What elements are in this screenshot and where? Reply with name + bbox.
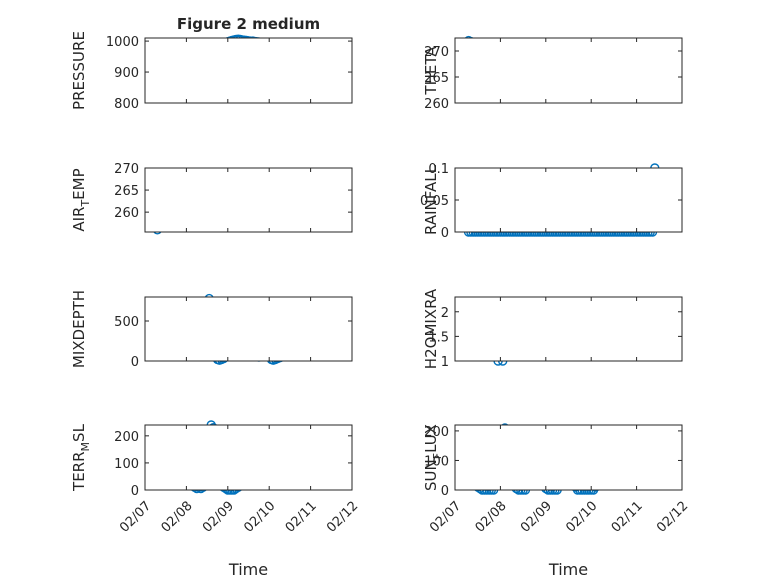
y-axis-label: SUNFLUX [422,424,444,491]
y-tick-label: 100 [114,457,139,472]
y-tick-label: 2 [441,306,449,321]
y-axis-label: RAINFALL [422,164,440,235]
y-tick-label: 200 [424,425,449,440]
y-axis-label-tail: SL [70,423,88,442]
y-axis-label-tail: LUX [422,424,440,453]
y-tick-label: 1000 [106,35,139,50]
y-tick-label: 0.05 [420,194,449,209]
y-tick-label: 265 [114,184,139,199]
y-tick-label: 100 [424,454,449,469]
chart-title: Figure 2 medium [177,15,320,33]
axes-frame [144,296,353,362]
x-tick-label: 02/07 [427,499,464,536]
x-tick-label: 02/09 [200,499,237,536]
x-tick-label: 02/10 [563,499,600,536]
y-axis-label-main: RAINFALL [422,164,440,235]
y-tick-label: 1 [441,355,449,370]
y-tick-label: 270 [424,45,449,60]
y-tick-label: 800 [114,97,139,112]
y-axis-label: PRESSURE [70,31,88,110]
y-tick-label: 265 [424,71,449,86]
x-tick-label: 02/10 [241,499,278,536]
y-tick-label: 0 [441,484,449,499]
panel-pressure: 800 900 1000 PRESSURE Figure 2 medium [70,15,353,112]
axes-frame [454,167,683,233]
axes-frame [454,424,683,491]
y-axis-label-subscript: T [79,200,92,208]
y-axis-label-main: TERR [70,451,88,492]
y-tick-label: 0 [131,484,139,499]
y-tick-label: 0.1 [428,162,449,177]
axes-frame [144,167,353,233]
y-tick-label: 0 [441,226,449,241]
y-tick-label: 260 [114,206,139,221]
x-tick-label: 02/08 [159,499,196,536]
y-tick-label: 200 [114,430,139,445]
y-axis-label-tail: EMP [70,168,88,199]
x-tick-label: 02/12 [654,499,691,536]
x-tick-label: 02/12 [324,499,361,536]
y-axis-label-subscript: F [431,453,444,459]
x-tick-label: 02/09 [518,499,555,536]
panel-terr_msl: 0 100 200 02/07 02/08 02/09 02/10 02/11 02/12 TER… [70,420,361,579]
y-axis-label: AIRTEMP [70,168,92,231]
x-axis-label: Time [228,560,268,579]
x-tick-label: 02/08 [473,499,510,536]
axes-frame [144,424,353,491]
y-tick-label: 260 [424,97,449,112]
y-axis-label-main: SUN [422,459,440,491]
panel-sun_flux: 0 100 200 02/07 02/08 02/09 02/10 02/11 02/12 SUN… [422,423,691,579]
x-tick-label: 02/11 [609,499,646,536]
y-axis-label: TERRMSL [70,423,92,492]
axes-frame [454,296,683,362]
y-tick-label: 900 [114,66,139,81]
x-tick-label: 02/07 [117,499,154,536]
axes-frame [144,37,353,104]
x-axis-label: Time [548,560,588,579]
y-tick-label: 1.5 [428,330,449,345]
axes-frame [454,37,683,104]
y-tick-label: 500 [114,315,139,330]
panel-air_temp: 260 265 270 AIRTEMP [70,162,353,235]
y-axis-label: MIXDEPTH [70,290,88,368]
y-axis-label-main: THETA [422,46,440,96]
y-axis-label-main: H2OMIXRA [422,288,440,369]
y-axis-label: H2OMIXRA [422,288,440,369]
panel-mixdepth: 0 500 MIXDEPTH [70,290,353,370]
y-axis-label-main: MIXDEPTH [70,290,88,368]
y-axis-label-main: PRESSURE [70,31,88,110]
y-axis-label: THETA [422,46,440,96]
x-tick-label: 02/11 [283,499,320,536]
y-axis-label-main: AIR [70,207,88,232]
y-axis-label-subscript: M [79,442,92,452]
y-tick-label: 270 [114,162,139,177]
y-tick-label: 0 [131,355,139,370]
